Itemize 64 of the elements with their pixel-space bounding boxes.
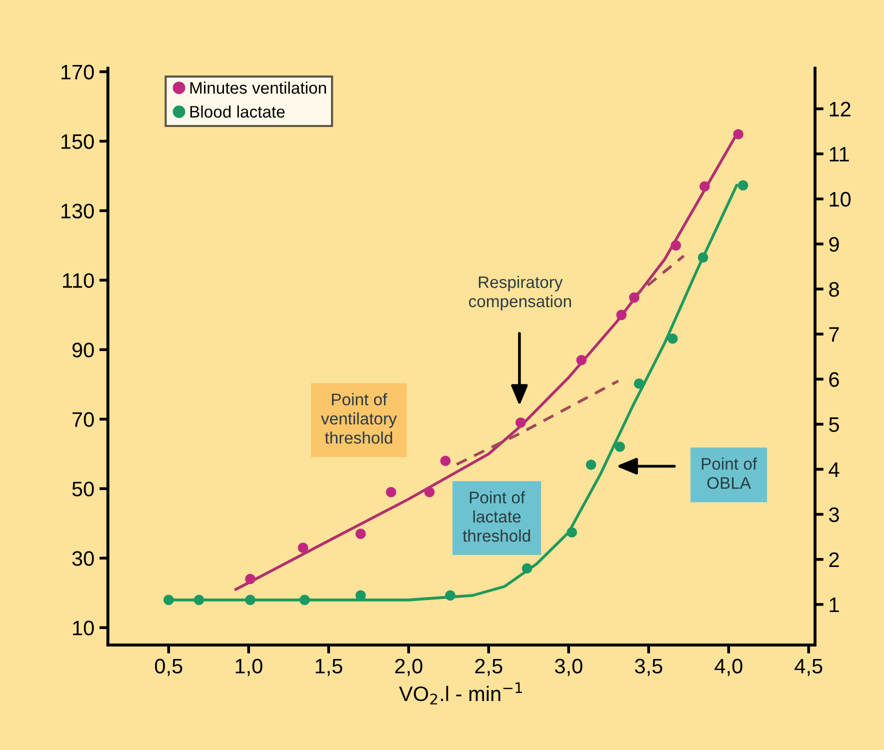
legend-label: Blood lactate	[190, 105, 285, 118]
point	[194, 594, 204, 606]
x-axis-title: VO$_{2}$.l - min$^{−1}$	[399, 682, 522, 704]
point	[733, 129, 744, 140]
point	[445, 590, 456, 601]
y-tick-label: 90	[72, 342, 94, 358]
point	[164, 594, 174, 606]
y-tick-label: 10	[73, 620, 94, 636]
y2-tick-label: 12	[830, 102, 850, 116]
point	[700, 181, 710, 192]
y2-tick-label: 8	[829, 282, 839, 297]
point	[668, 333, 678, 344]
annotation: Respiratory compensation	[468, 276, 571, 311]
annotation: Point of ventilatory threshold	[320, 393, 397, 444]
point	[738, 180, 748, 191]
point	[386, 486, 396, 498]
y2-tick-label: 6	[829, 372, 839, 387]
point	[670, 240, 681, 251]
annotation: Point of lactate threshold	[462, 491, 530, 542]
x-tick-label: 2,0	[395, 658, 422, 676]
point	[245, 594, 256, 606]
y2-tick-label: 9	[829, 236, 839, 252]
y2-tick-label: 1	[830, 598, 839, 612]
point	[576, 354, 587, 366]
point	[616, 310, 627, 320]
y2-tick-label: 11	[830, 147, 849, 162]
point	[614, 442, 625, 452]
y-tick-label: 30	[72, 551, 94, 566]
point	[440, 456, 451, 466]
y-tick-label: 150	[61, 134, 94, 149]
point	[245, 574, 256, 584]
point	[629, 292, 640, 303]
x-tick-label: 3,0	[554, 658, 582, 676]
point	[698, 252, 708, 263]
y-tick-label: 170	[61, 64, 94, 80]
x-tick-label: 2,5	[475, 658, 502, 676]
y-tick-label: 70	[72, 412, 94, 427]
y2-tick-label: 4	[828, 462, 840, 477]
y-tick-label: 130	[61, 204, 94, 218]
x-tick-label: 4,0	[714, 658, 742, 676]
y2-tick-label: 10	[830, 192, 851, 207]
x-tick-label: 1,0	[236, 658, 262, 676]
x-tick-label: 3,5	[634, 658, 662, 676]
y-tick-label: 110	[63, 273, 94, 288]
point	[586, 460, 596, 470]
y2-tick-label: 3	[829, 507, 839, 522]
point	[300, 594, 310, 606]
x-tick-label: 4,5	[794, 658, 822, 676]
point	[566, 527, 577, 538]
point	[356, 590, 366, 601]
point	[634, 378, 644, 389]
y2-tick-label: 2	[829, 552, 839, 567]
annotation: Point of OBLA	[702, 458, 758, 489]
point	[356, 528, 366, 539]
y-tick-label: 50	[72, 482, 94, 496]
point	[522, 563, 532, 574]
y2-tick-label: 7	[829, 327, 839, 342]
legend-label: Minutes ventilation	[190, 82, 326, 94]
point	[424, 486, 435, 498]
point	[516, 417, 526, 428]
y2-tick-label: 5	[829, 417, 839, 432]
x-tick-label: 1,5	[316, 658, 342, 676]
point	[298, 542, 308, 553]
x-tick-label: 0,5	[154, 658, 182, 676]
